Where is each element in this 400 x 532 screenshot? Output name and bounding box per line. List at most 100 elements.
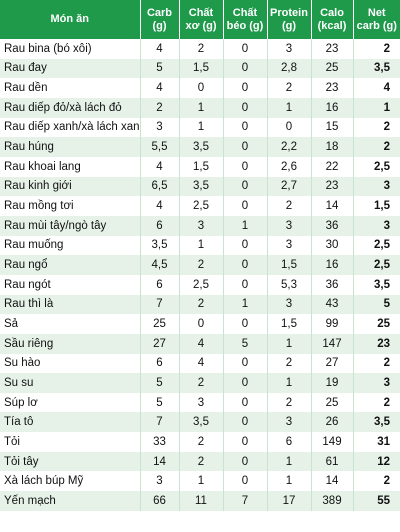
cell-calories: 15 <box>311 117 354 138</box>
cell-fat: 5 <box>223 333 268 354</box>
cell-dish: Rau muống <box>0 235 141 256</box>
table-row: Su hào 6 4 0 2 27 2 <box>0 353 400 374</box>
cell-net-carb: 2 <box>353 471 400 492</box>
table-row: Sả 25 0 0 1,5 99 25 <box>0 314 400 334</box>
cell-dish: Tỏi tây <box>0 451 141 472</box>
cell-fat: 0 <box>223 451 268 472</box>
table-row: Rau bina (bó xôi) 4 2 0 3 23 2 <box>0 39 400 59</box>
cell-calories: 19 <box>311 373 354 393</box>
cell-carb: 6 <box>140 215 180 236</box>
header-row: Món ăn Carb (g) Chất xơ (g) Chất béo (g) Pro… <box>0 0 400 39</box>
cell-fiber: 3,5 <box>179 176 224 197</box>
cell-fat: 0 <box>223 255 268 275</box>
cell-fiber: 1 <box>179 97 224 118</box>
table-row: Yến mạch 66 11 7 17 389 55 <box>0 491 400 511</box>
cell-dish: Rau thì là <box>0 294 141 315</box>
table-row: Xà lách búp Mỹ 3 1 0 1 14 2 <box>0 471 400 492</box>
cell-net-carb: 12 <box>353 451 400 472</box>
table-row: Rau diếp xanh/xà lách xanh 3 1 0 0 15 2 <box>0 117 400 138</box>
cell-protein: 3 <box>267 412 312 433</box>
table-row: Su su 5 2 0 1 19 3 <box>0 373 400 393</box>
cell-calories: 23 <box>311 39 354 59</box>
cell-protein: 17 <box>267 491 312 511</box>
cell-fat: 0 <box>223 353 268 374</box>
cell-dish: Rau bina (bó xôi) <box>0 39 141 59</box>
cell-carb: 4 <box>140 156 180 177</box>
cell-calories: 27 <box>311 353 354 374</box>
cell-carb: 7 <box>140 412 180 433</box>
cell-fiber: 2 <box>179 432 224 452</box>
nutrition-table: Món ăn Carb (g) Chất xơ (g) Chất béo (g) Pro… <box>0 0 400 511</box>
cell-calories: 25 <box>311 392 354 413</box>
cell-fiber: 2 <box>179 373 224 393</box>
cell-protein: 1 <box>267 97 312 118</box>
cell-calories: 16 <box>311 97 354 118</box>
cell-fiber: 1,5 <box>179 58 224 79</box>
cell-calories: 14 <box>311 471 354 492</box>
cell-protein: 2,2 <box>267 137 312 157</box>
cell-carb: 4 <box>140 196 180 216</box>
cell-fiber: 2 <box>179 39 224 59</box>
cell-net-carb: 31 <box>353 432 400 452</box>
cell-carb: 4 <box>140 78 180 98</box>
cell-net-carb: 2,5 <box>353 235 400 256</box>
cell-fat: 0 <box>223 314 268 334</box>
cell-carb: 5 <box>140 373 180 393</box>
cell-net-carb: 2 <box>353 117 400 138</box>
cell-fat: 0 <box>223 412 268 433</box>
cell-carb: 6 <box>140 353 180 374</box>
cell-fiber: 11 <box>179 491 224 511</box>
cell-dish: Sầu riêng <box>0 333 141 354</box>
cell-carb: 6,5 <box>140 176 180 197</box>
cell-dish: Rau khoai lang <box>0 156 141 177</box>
cell-fat: 0 <box>223 97 268 118</box>
cell-net-carb: 2 <box>353 39 400 59</box>
cell-calories: 43 <box>311 294 354 315</box>
cell-carb: 5,5 <box>140 137 180 157</box>
table-row: Rau khoai lang 4 1,5 0 2,6 22 2,5 <box>0 156 400 177</box>
table-row: Súp lơ 5 3 0 2 25 2 <box>0 392 400 413</box>
cell-net-carb: 2 <box>353 392 400 413</box>
cell-dish: Su su <box>0 373 141 393</box>
cell-carb: 6 <box>140 274 180 295</box>
cell-calories: 61 <box>311 451 354 472</box>
cell-net-carb: 4 <box>353 78 400 98</box>
cell-fat: 7 <box>223 491 268 511</box>
cell-net-carb: 3,5 <box>353 58 400 79</box>
header-fiber: Chất xơ (g) <box>179 0 224 39</box>
cell-carb: 33 <box>140 432 180 452</box>
cell-fiber: 0 <box>179 314 224 334</box>
cell-dish: Súp lơ <box>0 392 141 413</box>
cell-protein: 2,8 <box>267 58 312 79</box>
cell-fiber: 1 <box>179 117 224 138</box>
cell-fat: 0 <box>223 137 268 157</box>
table-row: Rau dền 4 0 0 2 23 4 <box>0 78 400 98</box>
cell-fat: 0 <box>223 235 268 256</box>
cell-dish: Xà lách búp Mỹ <box>0 471 141 492</box>
cell-carb: 3,5 <box>140 235 180 256</box>
cell-calories: 99 <box>311 314 354 334</box>
cell-carb: 5 <box>140 58 180 79</box>
cell-calories: 14 <box>311 196 354 216</box>
cell-calories: 36 <box>311 215 354 236</box>
cell-net-carb: 1,5 <box>353 196 400 216</box>
cell-fiber: 2 <box>179 451 224 472</box>
header-protein: Protein (g) <box>267 0 312 39</box>
cell-protein: 0 <box>267 117 312 138</box>
cell-fiber: 2 <box>179 255 224 275</box>
cell-protein: 1 <box>267 471 312 492</box>
cell-carb: 3 <box>140 117 180 138</box>
cell-carb: 4,5 <box>140 255 180 275</box>
table-row: Tỏi 33 2 0 6 149 31 <box>0 432 400 452</box>
cell-carb: 3 <box>140 471 180 492</box>
cell-fat: 0 <box>223 392 268 413</box>
cell-calories: 16 <box>311 255 354 275</box>
cell-protein: 2 <box>267 78 312 98</box>
cell-fat: 0 <box>223 196 268 216</box>
cell-calories: 25 <box>311 58 354 79</box>
cell-net-carb: 55 <box>353 491 400 511</box>
cell-fiber: 3 <box>179 392 224 413</box>
cell-fiber: 1,5 <box>179 156 224 177</box>
cell-net-carb: 2 <box>353 353 400 374</box>
cell-fiber: 1 <box>179 235 224 256</box>
